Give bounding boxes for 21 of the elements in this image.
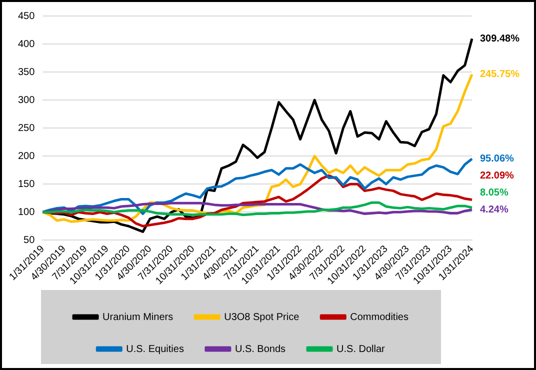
annotation: 8.05% — [480, 187, 508, 198]
legend-label: U.S. Dollar — [336, 344, 386, 355]
annotation: 309.48% — [480, 33, 520, 44]
legend-label: U.S. Bonds — [234, 344, 286, 355]
y-tick-label: 300 — [18, 94, 36, 106]
y-tick-label: 150 — [18, 178, 36, 190]
y-tick-label: 400 — [18, 38, 36, 50]
annotation: 4.24% — [480, 204, 508, 216]
legend-label: Uranium Miners — [102, 312, 174, 323]
legend-label: U.S. Equities — [126, 344, 184, 355]
legend-label: Commodities — [350, 312, 408, 323]
annotation: 22.09% — [480, 170, 514, 182]
annotation: 245.75% — [480, 69, 520, 80]
y-tick-label: 50 — [24, 234, 36, 246]
y-tick-label: 250 — [18, 122, 36, 134]
y-tick-label: 450 — [18, 10, 36, 22]
annotation: 95.06% — [480, 153, 514, 164]
legend-label: U3O8 Spot Price — [224, 312, 300, 323]
y-tick-label: 100 — [18, 206, 36, 218]
y-tick-label: 200 — [18, 150, 36, 162]
y-tick-label: 350 — [18, 66, 36, 78]
